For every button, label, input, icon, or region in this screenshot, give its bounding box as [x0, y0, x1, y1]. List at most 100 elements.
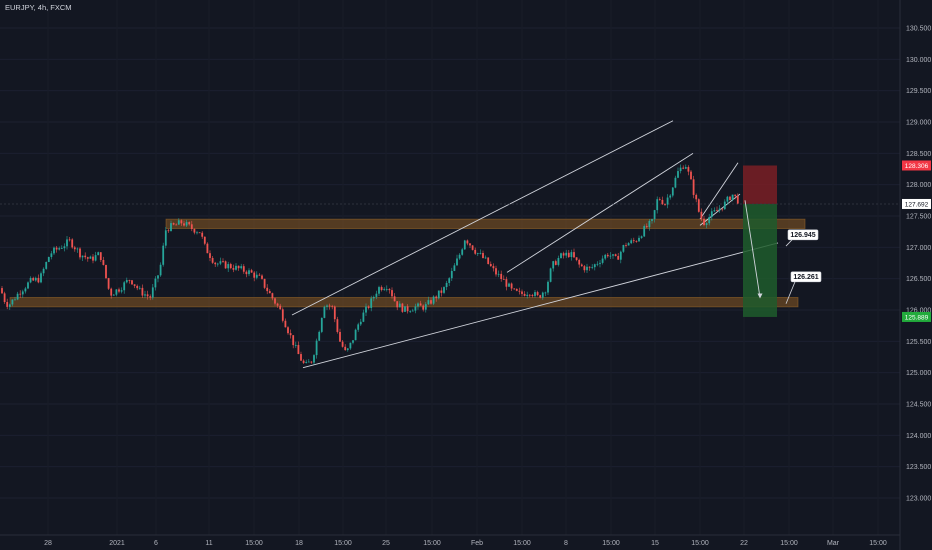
candle-body [367, 306, 370, 308]
candle-body [266, 287, 269, 292]
candle-body [664, 204, 666, 205]
candle-body [341, 341, 344, 347]
candle-body [487, 257, 490, 265]
candle-body [255, 274, 258, 278]
candle-body [172, 223, 175, 225]
candle-body [362, 312, 365, 322]
candle-body [705, 223, 708, 225]
candle-body [250, 270, 253, 273]
candle-body [180, 220, 183, 224]
candle-body [484, 257, 487, 259]
candle-body [183, 223, 185, 226]
price-tick-label: 128.500 [906, 151, 931, 158]
trendline [291, 120, 674, 316]
candle-body [235, 265, 237, 270]
candle-body [609, 255, 612, 257]
candle-body [461, 249, 464, 255]
candle-body [534, 292, 536, 296]
candle-body [692, 179, 695, 195]
candle-body [326, 305, 328, 307]
candle-body [258, 274, 261, 276]
candle-body [510, 283, 513, 289]
candle-body [435, 296, 438, 299]
candle-body [385, 289, 388, 290]
candle-body [105, 264, 107, 279]
price-tick-label: 128.000 [906, 182, 931, 189]
candle-body [578, 259, 581, 265]
candle-body [380, 287, 383, 291]
candle-body [313, 355, 315, 363]
candle-body [541, 292, 544, 298]
candle-body [697, 199, 700, 212]
candle-body [45, 261, 48, 269]
candle-body [599, 262, 601, 264]
price-tick-label: 130.000 [906, 57, 931, 64]
candle-body [133, 284, 136, 286]
time-axis-ticks: 28 2021 6 11 15:00 18 15:00 25 15:00 Feb 15:00 8 15:… [44, 540, 887, 547]
time-tick-label: 18 [295, 540, 303, 547]
candle-body [565, 252, 568, 256]
candle-body [154, 278, 157, 288]
candle-body [294, 344, 297, 346]
candle-body [365, 306, 367, 313]
short-position-tool[interactable] [0, 165, 900, 317]
candle-body [118, 289, 120, 292]
candle-body [398, 303, 401, 308]
candle-body [500, 273, 503, 280]
price-axis[interactable]: 130.500 130.000 129.500 129.000 128.500 128.0… [899, 0, 931, 550]
candle-body [708, 217, 711, 224]
price-tick-label: 127.000 [906, 245, 931, 252]
candle-body [580, 264, 583, 267]
stop-loss-area[interactable] [743, 165, 777, 204]
candle-body [411, 310, 414, 312]
candle-body [734, 194, 737, 196]
candle-body [14, 299, 16, 301]
candle-body [71, 239, 74, 248]
candle-body [658, 199, 661, 200]
time-tick-label: 15:00 [780, 540, 798, 547]
price-tick-label: 130.500 [906, 26, 931, 33]
time-tick-label: 11 [205, 540, 212, 547]
candle-body [570, 252, 573, 257]
candle-body [227, 264, 230, 269]
candle-body [453, 265, 456, 271]
candle-body [575, 257, 578, 260]
candle-body [684, 167, 687, 169]
candle-body [401, 303, 404, 312]
callout-label: 126.945 [790, 232, 815, 239]
candle-body [89, 256, 92, 259]
candle-body [1, 288, 3, 294]
candle-body [554, 261, 557, 265]
candle-body [463, 240, 466, 250]
candle-body [588, 266, 591, 268]
candle-body [674, 177, 677, 188]
candle-body [318, 331, 321, 341]
candle-body [528, 294, 531, 296]
candle-body [508, 283, 510, 287]
candle-body [617, 255, 620, 260]
candle-body [190, 224, 193, 230]
candle-body [687, 167, 690, 172]
candle-body [349, 342, 352, 349]
candle-body [622, 245, 625, 252]
time-axis[interactable]: 28 2021 6 11 15:00 18 15:00 25 15:00 Feb 15:00 8 15:… [0, 534, 900, 547]
candle-body [549, 268, 552, 282]
candle-body [216, 263, 219, 265]
candle-body [606, 254, 609, 257]
candle-body [471, 245, 474, 250]
callout-box [787, 229, 819, 241]
candle-body [419, 303, 422, 306]
candle-body [513, 288, 516, 290]
candle-body [99, 252, 102, 261]
candle-body [50, 253, 53, 257]
candle-body [248, 270, 250, 275]
time-tick-label: 15 [651, 540, 659, 547]
candle-body [703, 218, 705, 225]
candle-body [167, 230, 170, 232]
candle-body [388, 289, 391, 291]
candle-body [536, 292, 539, 296]
price-tick-label: 124.000 [906, 433, 931, 440]
candle-body [352, 340, 354, 343]
candle-body [666, 197, 669, 205]
